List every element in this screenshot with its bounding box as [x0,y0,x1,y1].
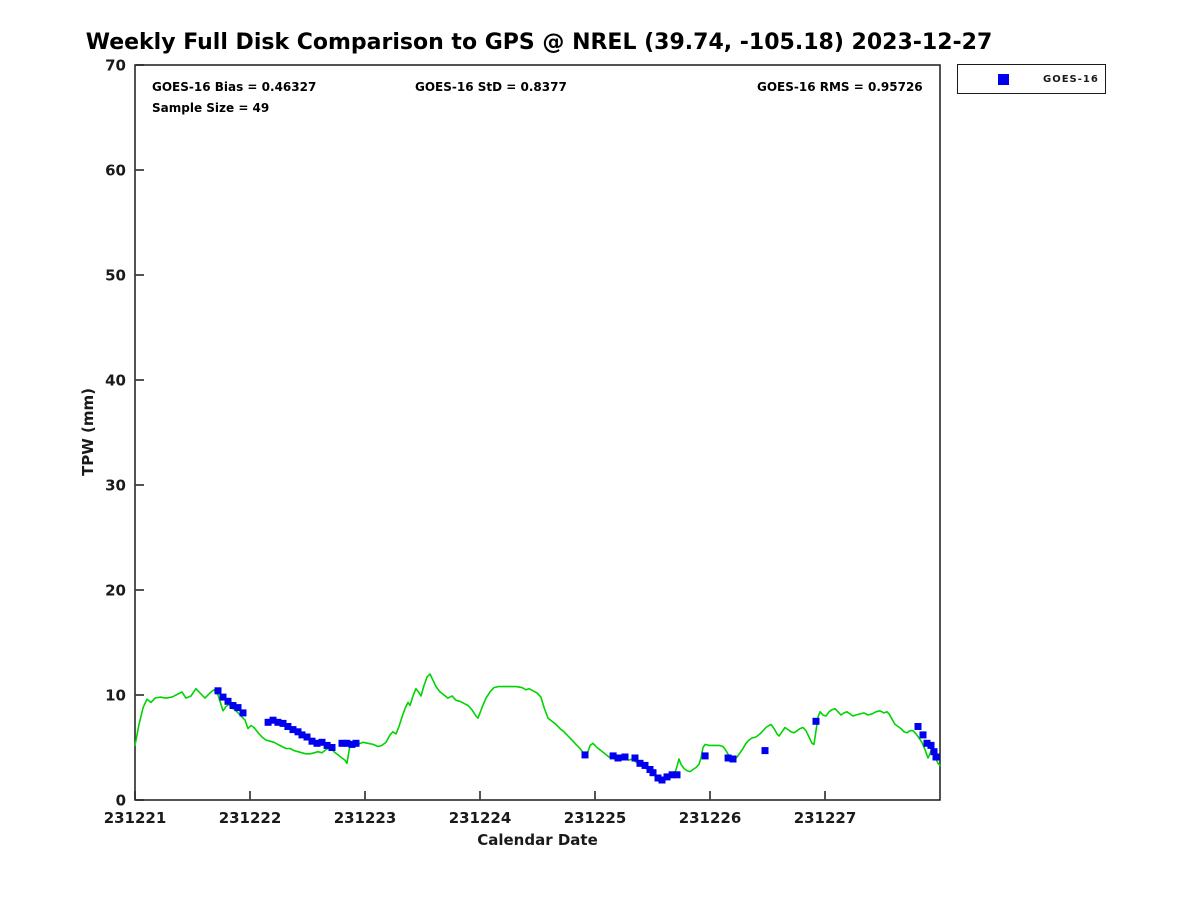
stat-sample-size: Sample Size = 49 [152,101,270,115]
goes16-marker [229,702,237,709]
goes16-marker [294,728,302,736]
goes16-marker [923,739,931,747]
goes16-marker [308,737,316,745]
goes16-marker [348,740,356,748]
goes16-marker [313,739,321,747]
goes16-marker [932,753,940,761]
y-axis-label: TPW (mm) [79,388,97,476]
goes16-marker [239,709,247,717]
y-tick-label: 50 [105,267,126,285]
goes16-marker [701,752,709,760]
goes16-marker [668,771,676,779]
goes16-marker [914,723,922,730]
goes16-marker [284,723,292,730]
goes16-marker [224,697,232,705]
y-tick-label: 20 [105,582,126,600]
gps-line [134,673,941,781]
goes16-marker [581,751,589,759]
y-tick-label: 0 [116,792,126,810]
x-tick-label: 231222 [219,809,282,827]
chart-title: Weekly Full Disk Comparison to GPS @ NRE… [85,30,993,55]
goes16-marker [812,717,820,725]
y-tick-label: 10 [105,687,126,705]
goes16-marker [663,773,671,781]
goes16-marker [930,748,938,756]
goes16-marker [343,739,351,747]
square-marker-icon [998,73,1009,85]
goes16-marker [338,739,346,747]
goes16-marker [729,755,737,763]
goes16-marker [234,704,242,712]
axes-box [134,64,941,801]
goes16-marker [298,731,306,739]
stat-rms: GOES-16 RMS = 0.95726 [757,80,923,94]
goes16-marker [279,719,287,727]
goes16-marker [919,731,927,739]
goes16-marker [219,693,227,701]
goes16-marker [654,774,662,782]
goes16-marker [761,747,769,755]
goes16-marker [621,753,629,761]
x-tick-label: 231221 [104,809,167,827]
goes16-marker [631,754,639,762]
goes16-marker [673,771,681,779]
y-tick-label: 30 [105,477,126,495]
goes16-marker [264,718,272,726]
goes16-marker [318,738,326,746]
stat-bias: GOES-16 Bias = 0.46327 [152,80,317,94]
x-tick-label: 231225 [564,809,627,827]
goes16-marker [303,733,311,741]
x-axis-label: Calendar Date [477,831,598,849]
goes16-marker [649,769,657,777]
x-tick-label: 231227 [794,809,857,827]
goes16-marker [658,776,666,784]
y-tick-label: 70 [105,57,126,75]
goes16-marker [274,718,282,726]
y-tick-label: 40 [105,372,126,390]
y-tick-label: 60 [105,162,126,180]
goes16-marker [641,761,649,769]
goes16-marker [323,741,331,749]
goes16-marker [328,744,336,751]
x-tick-label: 231223 [334,809,397,827]
x-tick-label: 231226 [679,809,742,827]
goes16-marker [352,739,360,747]
goes16-marker [614,754,622,762]
goes16-marker [724,754,732,762]
goes16-marker [214,687,222,695]
goes16-marker [636,759,644,767]
legend-label-goes16: GOES-16 [1043,73,1099,85]
goes16-marker [609,752,617,760]
goes16-marker [927,741,935,749]
goes16-marker [289,726,297,734]
legend: GOES-16 [957,64,1106,94]
stat-std: GOES-16 StD = 0.8377 [415,80,567,94]
x-tick-label: 231224 [449,809,512,827]
goes16-marker [269,716,277,724]
